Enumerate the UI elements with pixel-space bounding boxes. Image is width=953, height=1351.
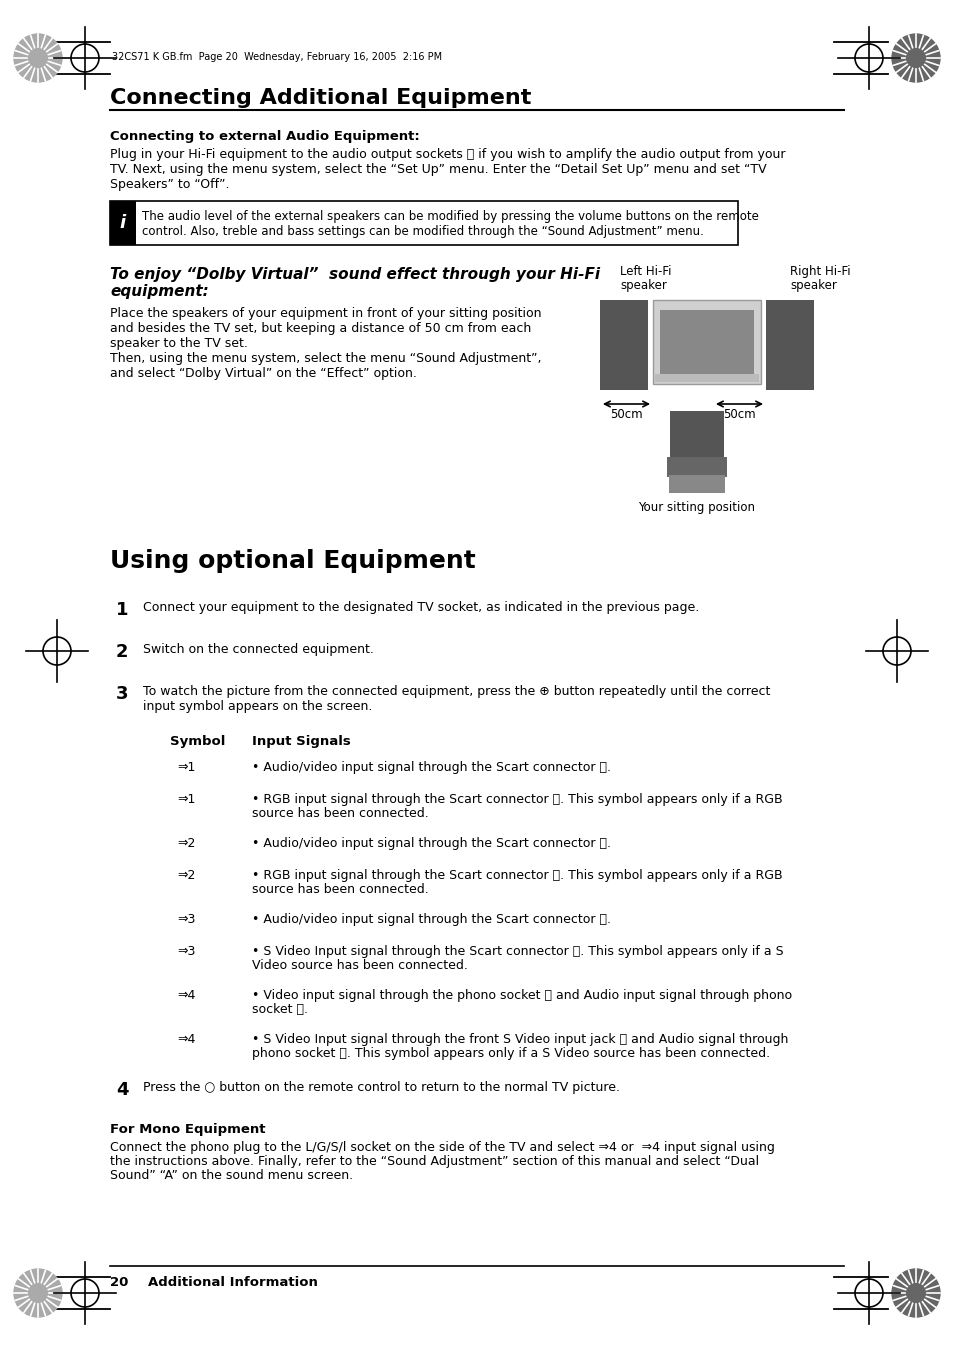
Text: 4: 4 [116, 1081, 129, 1098]
Text: Right Hi-Fi: Right Hi-Fi [789, 265, 850, 278]
Circle shape [29, 1283, 47, 1302]
Text: • S Video Input signal through the front S Video input jack ⓐ and Audio signal t: • S Video Input signal through the front… [252, 1034, 787, 1046]
Text: 1: 1 [116, 601, 129, 619]
Text: ⇒1: ⇒1 [177, 761, 195, 774]
Circle shape [906, 49, 924, 68]
Text: • Audio/video input signal through the Scart connector ⓔ.: • Audio/video input signal through the S… [252, 761, 610, 774]
Text: control. Also, treble and bass settings can be modified through the “Sound Adjus: control. Also, treble and bass settings … [142, 226, 703, 238]
Text: Connecting Additional Equipment: Connecting Additional Equipment [110, 88, 531, 108]
Text: phono socket ⓒ. This symbol appears only if a S Video source has been connected.: phono socket ⓒ. This symbol appears only… [252, 1047, 769, 1061]
Text: To watch the picture from the connected equipment, press the ⊕ button repeatedly: To watch the picture from the connected … [143, 685, 770, 698]
Text: 3: 3 [116, 685, 129, 703]
Text: input symbol appears on the screen.: input symbol appears on the screen. [143, 700, 372, 713]
Text: and select “Dolby Virtual” on the “Effect” option.: and select “Dolby Virtual” on the “Effec… [110, 367, 416, 380]
Text: • RGB input signal through the Scart connector ⓕ. This symbol appears only if a : • RGB input signal through the Scart con… [252, 869, 781, 882]
Bar [655, 374, 759, 382]
Text: Press the ○ button on the remote control to return to the normal TV picture.: Press the ○ button on the remote control… [143, 1081, 619, 1094]
Text: source has been connected.: source has been connected. [252, 884, 428, 896]
Bar [110, 201, 136, 245]
Text: speaker to the TV set.: speaker to the TV set. [110, 336, 248, 350]
Text: equipment:: equipment: [110, 284, 209, 299]
Text: Connect your equipment to the designated TV socket, as indicated in the previous: Connect your equipment to the designated… [143, 601, 699, 613]
Text: Additional Information: Additional Information [148, 1277, 317, 1289]
Text: Switch on the connected equipment.: Switch on the connected equipment. [143, 643, 374, 657]
Circle shape [14, 1269, 62, 1317]
Text: • S Video Input signal through the Scart connector ⓖ. This symbol appears only i: • S Video Input signal through the Scart… [252, 944, 782, 958]
Text: the instructions above. Finally, refer to the “Sound Adjustment” section of this: the instructions above. Finally, refer t… [110, 1155, 759, 1169]
Text: For Mono Equipment: For Mono Equipment [110, 1123, 265, 1136]
Circle shape [891, 1269, 939, 1317]
Text: socket ⓒ.: socket ⓒ. [252, 1002, 308, 1016]
Text: ⇒3: ⇒3 [177, 913, 195, 925]
Text: • Audio/video input signal through the Scart connector ⓕ.: • Audio/video input signal through the S… [252, 838, 610, 850]
Circle shape [14, 34, 62, 82]
Bar [666, 457, 726, 477]
Text: source has been connected.: source has been connected. [252, 807, 428, 820]
Text: 20: 20 [110, 1277, 129, 1289]
Text: 2: 2 [116, 643, 129, 661]
Text: i: i [120, 213, 126, 232]
Circle shape [891, 34, 939, 82]
Text: Then, using the menu system, select the menu “Sound Adjustment”,: Then, using the menu system, select the … [110, 353, 541, 365]
Text: speaker: speaker [619, 280, 666, 292]
Text: To enjoy “Dolby Virtual”  sound effect through your Hi-Fi: To enjoy “Dolby Virtual” sound effect th… [110, 267, 599, 282]
Text: 50cm: 50cm [722, 408, 755, 422]
Text: • Video input signal through the phono socket ⓑ and Audio input signal through p: • Video input signal through the phono s… [252, 989, 791, 1002]
Text: The audio level of the external speakers can be modified by pressing the volume : The audio level of the external speakers… [142, 209, 758, 223]
Text: Using optional Equipment: Using optional Equipment [110, 549, 476, 573]
Text: • RGB input signal through the Scart connector ⓔ. This symbol appears only if a : • RGB input signal through the Scart con… [252, 793, 781, 807]
Bar [110, 201, 738, 245]
Text: Symbol: Symbol [170, 735, 225, 748]
Text: Connecting to external Audio Equipment:: Connecting to external Audio Equipment: [110, 130, 419, 143]
Text: ⇒2: ⇒2 [177, 869, 195, 882]
Text: ⇒4: ⇒4 [177, 989, 195, 1002]
Text: Plug in your Hi-Fi equipment to the audio output sockets ⓓ if you wish to amplif: Plug in your Hi-Fi equipment to the audi… [110, 149, 784, 161]
Text: Speakers” to “Off”.: Speakers” to “Off”. [110, 178, 230, 190]
Text: ⇒4: ⇒4 [177, 1034, 195, 1046]
Text: Place the speakers of your equipment in front of your sitting position: Place the speakers of your equipment in … [110, 307, 541, 320]
Text: and besides the TV set, but keeping a distance of 50 cm from each: and besides the TV set, but keeping a di… [110, 322, 531, 335]
Text: Sound” “A” on the sound menu screen.: Sound” “A” on the sound menu screen. [110, 1169, 353, 1182]
Bar [668, 476, 724, 493]
Text: Left Hi-Fi: Left Hi-Fi [619, 265, 671, 278]
Bar [659, 309, 753, 374]
Text: Input Signals: Input Signals [252, 735, 351, 748]
Circle shape [906, 1283, 924, 1302]
Bar [652, 300, 760, 384]
Text: ⇒2: ⇒2 [177, 838, 195, 850]
Text: Video source has been connected.: Video source has been connected. [252, 959, 467, 971]
Text: TV. Next, using the menu system, select the “Set Up” menu. Enter the “Detail Set: TV. Next, using the menu system, select … [110, 163, 766, 176]
Text: speaker: speaker [789, 280, 836, 292]
Bar [599, 300, 647, 390]
Bar [669, 411, 723, 459]
Text: ⇒1: ⇒1 [177, 793, 195, 807]
Text: ⇒3: ⇒3 [177, 944, 195, 958]
Bar [765, 300, 813, 390]
Text: 50cm: 50cm [609, 408, 641, 422]
Circle shape [29, 49, 47, 68]
Text: Your sitting position: Your sitting position [638, 501, 755, 513]
Text: 32CS71 K GB.fm  Page 20  Wednesday, February 16, 2005  2:16 PM: 32CS71 K GB.fm Page 20 Wednesday, Februa… [112, 51, 441, 62]
Text: • Audio/video input signal through the Scart connector ⓖ.: • Audio/video input signal through the S… [252, 913, 610, 925]
Text: Connect the phono plug to the L/G/S/l socket on the side of the TV and select ⇒4: Connect the phono plug to the L/G/S/l so… [110, 1142, 774, 1154]
